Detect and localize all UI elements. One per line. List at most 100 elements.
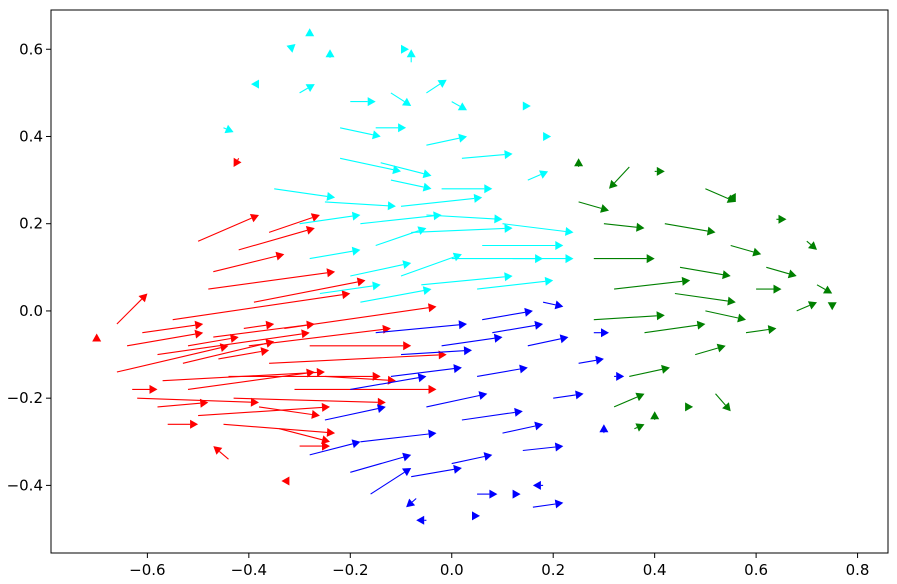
arrow-head	[737, 313, 746, 323]
arrow-shaft	[324, 375, 389, 381]
arrow-head	[554, 300, 564, 310]
arrow-head	[249, 214, 259, 223]
arrow-head	[493, 333, 503, 343]
arrow-shaft	[502, 425, 536, 434]
arrow-head	[559, 334, 569, 344]
x-tick-label: 0.6	[744, 561, 768, 579]
arrow-shaft	[400, 350, 465, 356]
y-tick-label: 0.2	[19, 215, 43, 233]
arrow-head	[281, 476, 290, 486]
x-tick-label: 0.4	[643, 561, 667, 579]
arrow-head	[326, 268, 336, 278]
arrow-head	[230, 334, 239, 343]
arrow-head	[827, 302, 837, 311]
arrow	[274, 188, 336, 201]
arrow-head	[681, 276, 691, 286]
arrow	[426, 133, 467, 146]
arrow-shaft	[390, 368, 455, 377]
arrow-head	[458, 133, 467, 143]
arrow	[390, 364, 462, 377]
arrow-shaft	[411, 498, 417, 503]
arrow-shaft	[375, 230, 419, 247]
arrow-shaft	[324, 408, 379, 421]
arrow-head	[398, 123, 407, 133]
arrow-head	[275, 251, 285, 261]
arrow	[218, 347, 270, 360]
arrow-head	[138, 293, 148, 303]
arrow-shaft	[816, 284, 826, 290]
arrow-head	[190, 419, 199, 429]
arrow-shaft	[553, 394, 576, 399]
arrow-head	[706, 226, 716, 236]
arrow-head	[326, 428, 336, 437]
arrow	[208, 268, 336, 290]
arrow	[370, 468, 412, 495]
arrow	[578, 201, 609, 213]
arrow-head	[646, 254, 655, 264]
arrow-shaft	[299, 87, 309, 94]
arrow-head	[778, 214, 787, 224]
arrow-head	[543, 132, 552, 141]
arrow-head	[194, 329, 204, 339]
arrow-head	[321, 402, 330, 412]
arrow-head	[453, 364, 462, 374]
arrow-shaft	[411, 468, 455, 478]
arrow	[197, 214, 259, 242]
arrow-head	[301, 329, 310, 339]
arrow-shaft	[324, 201, 389, 207]
arrow-shaft	[451, 455, 485, 465]
arrow	[727, 193, 736, 202]
arrow	[482, 307, 533, 321]
arrow-shaft	[502, 223, 566, 233]
arrow	[614, 371, 625, 381]
arrow-head	[428, 303, 437, 313]
arrow-head	[305, 226, 315, 235]
arrow	[477, 364, 528, 377]
arrow-head	[92, 333, 102, 342]
arrow	[299, 84, 315, 94]
arrow-head	[635, 423, 645, 432]
x-tick-label: 0.8	[846, 561, 870, 579]
arrow-shaft	[208, 272, 328, 290]
arrow	[324, 201, 396, 211]
arrow-shaft	[360, 215, 434, 225]
x-tick-label: −0.2	[332, 561, 368, 579]
arrow	[806, 240, 817, 250]
arrow-series-2	[309, 300, 625, 525]
arrow-head	[472, 511, 480, 521]
arrow-head	[305, 84, 315, 92]
arrow-shaft	[268, 217, 313, 233]
arrow-head	[489, 489, 498, 499]
arrow-shaft	[238, 229, 308, 251]
arrow-head	[322, 441, 330, 451]
arrow	[629, 364, 670, 377]
arrow	[411, 464, 462, 478]
arrow	[766, 266, 797, 279]
arrow	[502, 223, 574, 236]
arrow-head	[722, 270, 731, 280]
arrow	[132, 384, 158, 394]
arrow-head	[767, 325, 777, 334]
arrow-shaft	[339, 127, 374, 136]
arrow	[258, 406, 320, 419]
arrow-shaft	[157, 333, 302, 356]
arrow-series-1	[223, 28, 574, 303]
arrow-head	[722, 402, 731, 412]
arrow	[421, 272, 513, 286]
arrow	[532, 499, 564, 509]
arrow-shaft	[644, 324, 698, 334]
arrow-head	[402, 260, 412, 269]
arrow	[157, 398, 209, 408]
arrow-shaft	[426, 83, 441, 94]
arrow-head	[554, 499, 564, 509]
arrow	[268, 213, 320, 233]
arrow	[543, 132, 552, 141]
arrow	[279, 428, 330, 445]
arrow-shaft	[426, 394, 480, 408]
arrow-head	[416, 515, 425, 525]
arrow	[187, 334, 239, 347]
arrow	[756, 284, 782, 294]
arrow	[253, 277, 366, 303]
arrow-shaft	[527, 173, 542, 181]
arrow-head	[534, 421, 544, 431]
